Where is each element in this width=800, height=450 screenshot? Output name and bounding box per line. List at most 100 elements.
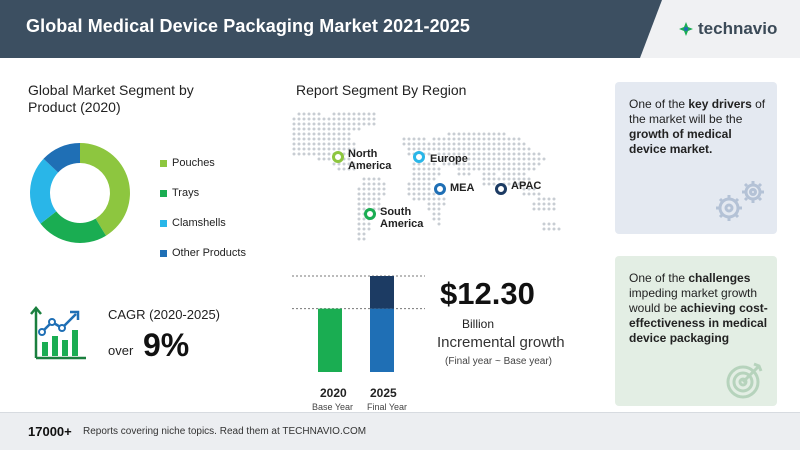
map-dot [307, 132, 311, 136]
map-dot [537, 207, 541, 211]
map-dot [522, 142, 526, 146]
map-dot [417, 187, 421, 191]
map-dot [342, 162, 346, 166]
map-dot [487, 162, 491, 166]
map-dot [517, 182, 521, 186]
map-dot [512, 137, 516, 141]
map-dot [492, 177, 496, 181]
map-dot [437, 147, 441, 151]
map-dot [532, 192, 536, 196]
map-dot [317, 142, 321, 146]
map-dot [317, 137, 321, 141]
map-dot [412, 162, 416, 166]
map-dot [317, 147, 321, 151]
map-dot [492, 152, 496, 156]
map-dot [542, 202, 546, 206]
map-dot [327, 147, 331, 151]
map-dot [357, 222, 361, 226]
map-dot [412, 177, 416, 181]
map-dot [502, 162, 506, 166]
map-dot [352, 122, 356, 126]
map-dot [372, 182, 376, 186]
map-dot [522, 157, 526, 161]
footer-link-text[interactable]: Reports covering niche topics. Read them… [83, 426, 367, 437]
map-dot [372, 112, 376, 116]
map-dot [432, 162, 436, 166]
map-dot [547, 202, 551, 206]
map-dot [412, 167, 416, 171]
map-dot [367, 182, 371, 186]
map-dot [507, 157, 511, 161]
map-marker-europe [413, 151, 425, 163]
map-dot [302, 122, 306, 126]
map-dot [422, 147, 426, 151]
map-dot [472, 137, 476, 141]
map-dot [357, 187, 361, 191]
map-dot [372, 192, 376, 196]
map-dot [362, 197, 366, 201]
map-dot [517, 162, 521, 166]
map-dot [452, 132, 456, 136]
map-dot [322, 152, 326, 156]
map-dot [347, 137, 351, 141]
map-dot [527, 192, 531, 196]
map-dot [462, 142, 466, 146]
map-dot [412, 142, 416, 146]
map-dot [437, 207, 441, 211]
map-dot [487, 137, 491, 141]
map-dot [337, 142, 341, 146]
legend-label: Pouches [172, 157, 215, 169]
map-dot [557, 227, 561, 231]
region-label-europe: Europe [430, 153, 468, 165]
map-dot [377, 197, 381, 201]
cagr-over-text: over [108, 343, 134, 358]
map-dot [317, 112, 321, 116]
legend-label: Other Products [172, 247, 246, 259]
map-dot [422, 197, 426, 201]
map-dot [522, 152, 526, 156]
map-dot [422, 142, 426, 146]
map-dot [367, 117, 371, 121]
map-dot [417, 177, 421, 181]
map-dot [462, 147, 466, 151]
map-dot [437, 142, 441, 146]
map-dot [377, 207, 381, 211]
donut-slice-other-products [43, 143, 80, 173]
map-dot [357, 112, 361, 116]
map-dot [307, 122, 311, 126]
map-dot [357, 217, 361, 221]
map-dot [347, 147, 351, 151]
map-dot [532, 162, 536, 166]
map-dot [297, 142, 301, 146]
year-sublabel-final: Final Year [367, 402, 408, 412]
map-dot [382, 192, 386, 196]
map-dot [342, 112, 346, 116]
map-dot [332, 127, 336, 131]
region-label-mea: MEA [450, 182, 475, 194]
map-dot [302, 112, 306, 116]
map-dot [332, 142, 336, 146]
map-dot [512, 162, 516, 166]
map-dot [432, 147, 436, 151]
map-dot [332, 117, 336, 121]
map-dot [512, 167, 516, 171]
map-dot [542, 197, 546, 201]
map-dot [367, 177, 371, 181]
map-dot [527, 167, 531, 171]
map-dot [327, 157, 331, 161]
map-dot [462, 152, 466, 156]
map-dot [447, 147, 451, 151]
donut-slice-clamshells [30, 158, 59, 224]
map-dot [532, 167, 536, 171]
map-dot [337, 122, 341, 126]
map-dot [402, 142, 406, 146]
map-dot [327, 117, 331, 121]
page-title: Global Medical Device Packaging Market 2… [26, 16, 471, 36]
map-dot [497, 177, 501, 181]
map-dot [427, 152, 431, 156]
map-dot [422, 172, 426, 176]
map-dot [547, 222, 551, 226]
map-dot [437, 217, 441, 221]
map-dot [517, 167, 521, 171]
map-dot [437, 222, 441, 226]
